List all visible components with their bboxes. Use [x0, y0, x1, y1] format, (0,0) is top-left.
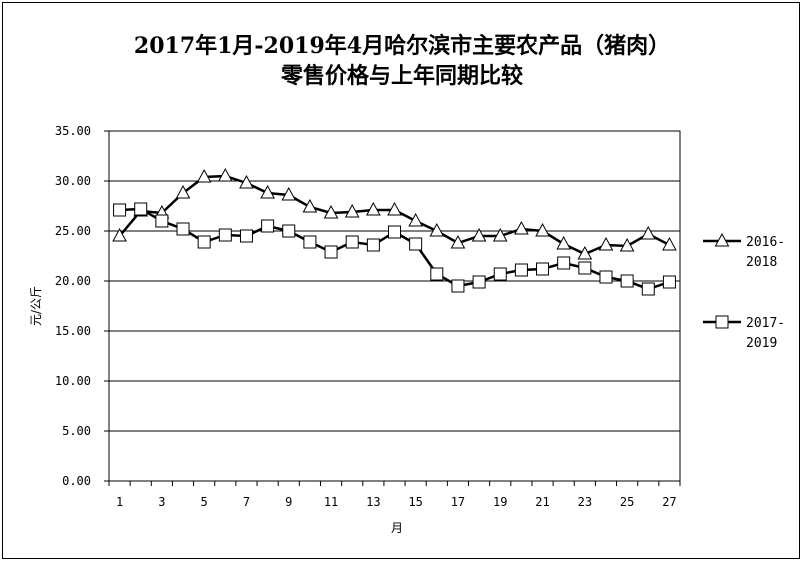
gridlines [109, 180, 680, 432]
chart-title-line2: 零售价格与上年同期比较 [280, 63, 523, 89]
triangle-marker [514, 220, 529, 235]
legend-label-line2: 2018 [746, 255, 777, 270]
square-marker [239, 229, 253, 243]
square-marker [345, 235, 359, 249]
x-tick-label: 11 [324, 495, 338, 509]
triangle-marker [366, 201, 381, 216]
square-marker [155, 214, 169, 228]
y-axis-ticks: 0.00 5.00 10.00 15.00 20.00 25.00 30.00 35.00 [55, 124, 109, 488]
x-tick-label: 7 [243, 495, 250, 509]
triangle-marker [196, 168, 212, 183]
triangle-marker [217, 167, 233, 182]
y-tick-label: 0.00 [62, 474, 91, 488]
x-tick-label: 3 [158, 495, 165, 509]
x-tick-label: 21 [535, 495, 549, 509]
triangle-marker [239, 174, 254, 189]
x-tick-label: 13 [366, 495, 380, 509]
triangle-marker [640, 225, 656, 240]
y-tick-label: 15.00 [55, 324, 91, 338]
square-marker [366, 238, 380, 252]
x-tick-label: 17 [451, 495, 465, 509]
square-marker [261, 219, 275, 233]
square-marker [451, 279, 465, 293]
triangle-marker [535, 222, 550, 237]
square-marker [430, 267, 444, 281]
triangle-marker [577, 245, 593, 260]
square-marker [218, 228, 232, 242]
triangle-marker [714, 232, 730, 247]
y-tick-label: 30.00 [55, 174, 91, 188]
x-axis-title: 月 [391, 521, 403, 535]
triangle-marker [323, 204, 339, 219]
x-tick-label: 1 [116, 495, 123, 509]
square-marker [662, 275, 676, 289]
square-marker [715, 315, 729, 329]
triangle-marker [302, 198, 318, 213]
legend-item: 2016- 2018 [703, 232, 785, 270]
x-tick-label: 5 [201, 495, 208, 509]
square-marker [620, 274, 634, 288]
y-tick-label: 20.00 [55, 274, 91, 288]
y-tick-label: 25.00 [55, 224, 91, 238]
y-axis-title: 元/公斤 [29, 286, 43, 326]
triangle-marker [387, 201, 402, 216]
triangle-marker [408, 212, 423, 227]
y-tick-label: 35.00 [55, 124, 91, 138]
legend-label-line2: 2019 [746, 336, 777, 351]
square-marker [113, 203, 127, 217]
x-tick-label: 15 [408, 495, 422, 509]
square-marker [578, 261, 592, 275]
y-tick-label: 10.00 [55, 374, 91, 388]
triangle-marker [662, 236, 677, 251]
x-tick-label: 25 [620, 495, 634, 509]
x-axis-ticks: 1 3 5 7 9 11 13 15 17 19 21 23 25 27 [108, 481, 681, 509]
square-marker [134, 202, 148, 216]
square-marker [514, 263, 528, 277]
x-tick-label: 27 [662, 495, 676, 509]
series-triangle [112, 167, 677, 260]
square-marker [303, 235, 317, 249]
square-marker [197, 235, 211, 249]
plot-area [108, 130, 681, 482]
triangle-marker [429, 222, 445, 237]
square-marker [536, 262, 550, 276]
triangle-marker [112, 227, 127, 242]
triangle-marker [598, 236, 614, 251]
series-line [119, 207, 670, 291]
triangle-marker [175, 184, 191, 199]
legend-label-line1: 2017- [746, 316, 785, 331]
series-square [113, 202, 676, 296]
series-group [112, 167, 677, 296]
triangle-marker [450, 234, 466, 249]
y-tick-label: 5.00 [62, 424, 91, 438]
square-marker [176, 222, 190, 236]
triangle-marker [471, 227, 487, 242]
legend-label-line1: 2016- [746, 235, 785, 250]
triangle-marker [344, 203, 360, 218]
x-tick-label: 9 [285, 495, 292, 509]
triangle-marker [492, 227, 508, 242]
square-marker [557, 256, 571, 270]
legend-item: 2017- 2019 [703, 315, 785, 351]
x-tick-label: 23 [578, 495, 592, 509]
triangle-marker [619, 237, 635, 252]
square-marker [472, 275, 486, 289]
triangle-marker [281, 186, 297, 201]
triangle-marker [556, 235, 572, 250]
square-marker [324, 245, 338, 259]
square-marker [388, 225, 401, 239]
x-tick-label: 19 [493, 495, 507, 509]
square-marker [599, 270, 613, 284]
square-marker [493, 267, 507, 281]
square-marker [282, 224, 296, 238]
legend: 2016- 2018 2017- 2019 [703, 232, 785, 351]
square-marker [409, 237, 423, 251]
chart-title-line1: 2017年1月-2019年4月哈尔滨市主要农产品（猪肉） [133, 33, 671, 59]
triangle-marker [260, 184, 275, 199]
square-marker [641, 282, 655, 296]
